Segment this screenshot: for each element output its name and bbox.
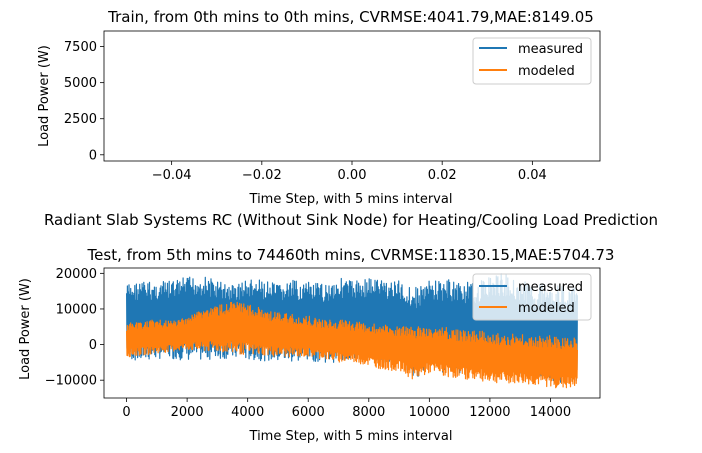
test-subplot: Test, from 5th mins to 74460th mins, CVR… [18,246,614,444]
train-xtick-label: −0.02 [242,168,282,183]
test-xtick-label: 6000 [292,405,325,420]
test-xtick-label: 2000 [171,405,204,420]
train-ytick-label: 2500 [64,112,97,127]
train-legend-label-modeled: modeled [518,64,575,79]
test-xtick-label: 10000 [409,405,450,420]
train-ytick-label: 5000 [64,76,97,91]
test-xtick-label: 4000 [231,405,264,420]
test-ytick-label: 0 [89,338,97,353]
train-legend-label-measured: measured [518,42,583,57]
train-ytick-label: 7500 [64,40,97,55]
train-legend-box [472,37,592,85]
test-ytick-label: −10000 [45,374,97,389]
test-legend: measured modeled [472,273,592,321]
test-xtick-label: 8000 [352,405,385,420]
train-xtick-label: −0.04 [152,168,192,183]
test-xtick-label: 0 [122,405,130,420]
test-ticks: 0 2000 4000 6000 8000 10000 12000 14000 −10000 0 1… [45,267,571,420]
test-xtick-label: 14000 [530,405,571,420]
test-plot-area [126,273,579,389]
test-legend-label-measured: measured [518,280,583,295]
test-ytick-label: 20000 [56,267,97,282]
test-legend-label-modeled: modeled [518,301,575,316]
train-xtick-label: 0.04 [518,168,547,183]
train-ticks: −0.04 −0.02 0.00 0.02 0.04 0 2500 5000 7500 [64,40,547,183]
train-subplot: Train, from 0th mins to 0th mins, CVRMSE… [37,8,601,207]
test-ylabel: Load Power (W) [18,278,33,380]
train-xlabel: Time Step, with 5 mins interval [249,192,453,207]
train-xtick-label: 0.02 [428,168,457,183]
test-xtick-label: 12000 [469,405,510,420]
test-series-modeled [126,301,578,389]
train-ylabel: Load Power (W) [37,45,52,147]
train-ytick-label: 0 [89,148,97,163]
figure-suptitle: Radiant Slab Systems RC (Without Sink No… [44,211,658,229]
test-axes-frame [103,267,601,399]
test-xlabel: Time Step, with 5 mins interval [249,429,453,444]
train-legend: measured modeled [472,37,592,85]
test-title: Test, from 5th mins to 74460th mins, CVR… [87,246,615,264]
train-title: Train, from 0th mins to 0th mins, CVRMSE… [107,8,594,26]
train-xtick-label: 0.00 [338,168,367,183]
test-ytick-label: 10000 [56,302,97,317]
